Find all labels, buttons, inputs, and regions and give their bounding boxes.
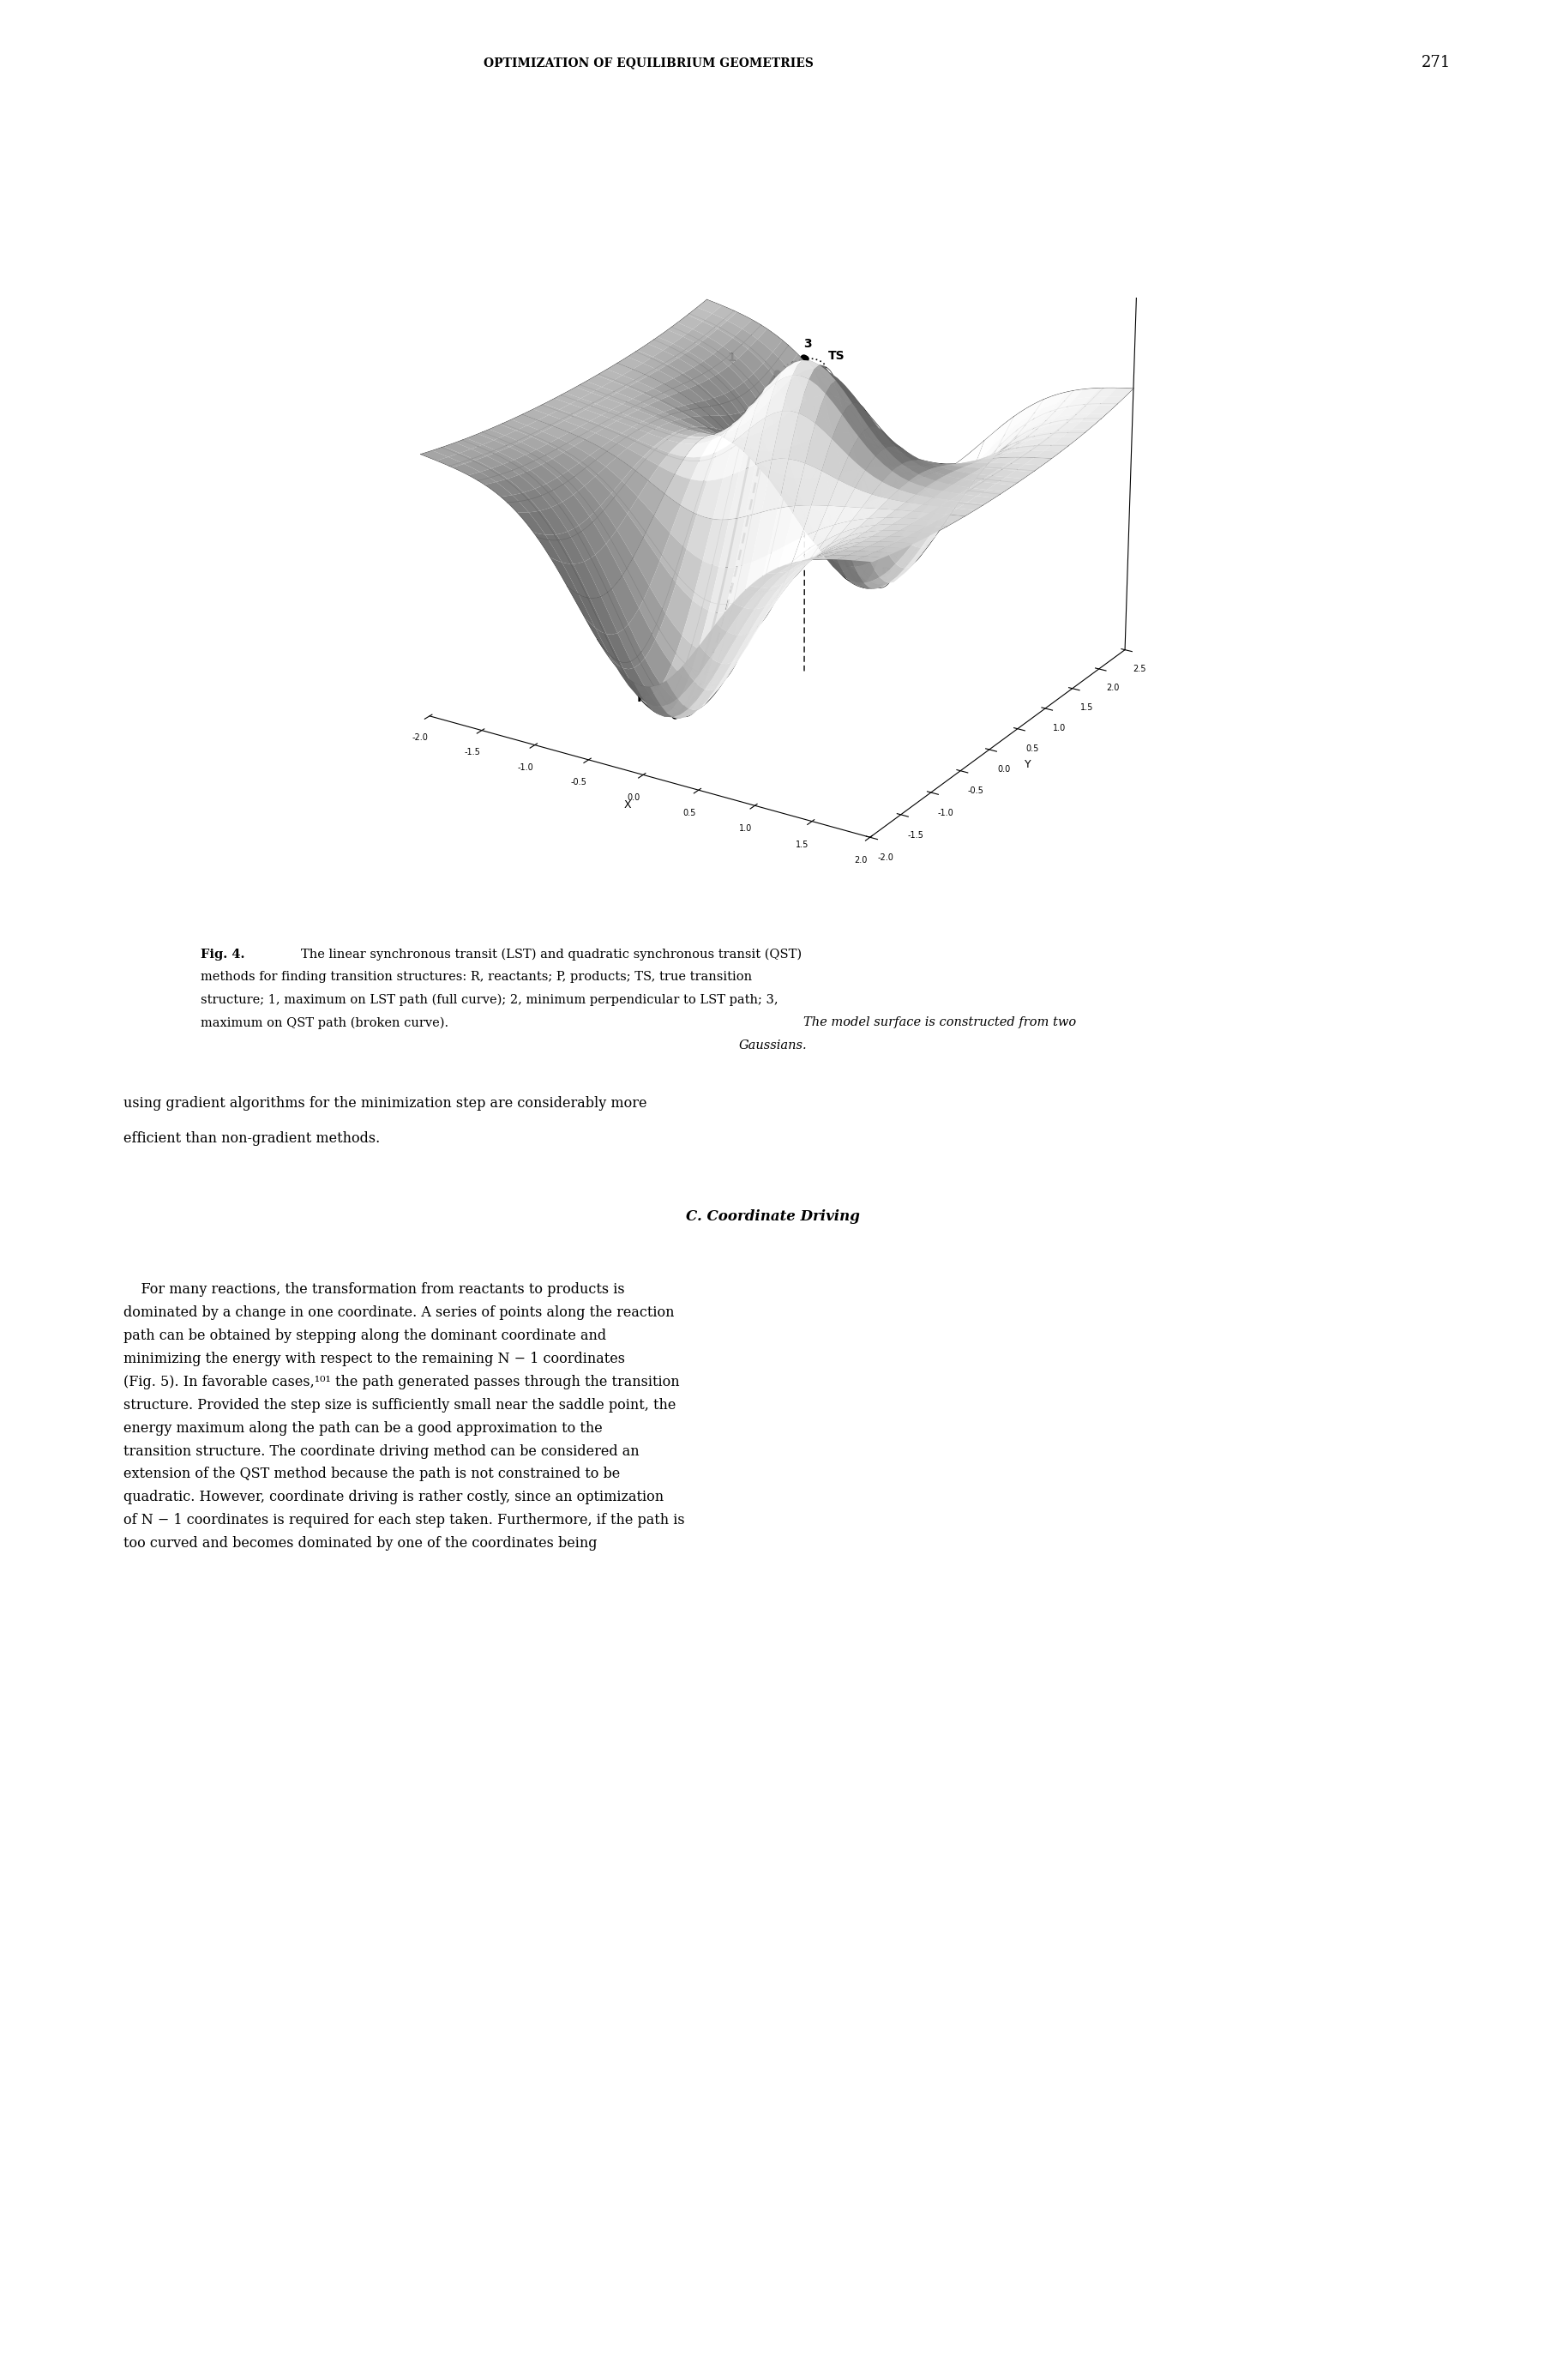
Text: extension of the QST method because the path is not constrained to be: extension of the QST method because the … xyxy=(124,1466,620,1483)
Text: structure; 1, maximum on LST path (full curve); 2, minimum perpendicular to LST : structure; 1, maximum on LST path (full … xyxy=(201,995,779,1007)
Text: path can be obtained by stepping along the dominant coordinate and: path can be obtained by stepping along t… xyxy=(124,1328,606,1342)
Text: 271: 271 xyxy=(1421,55,1451,71)
Y-axis label: Y: Y xyxy=(1024,759,1031,771)
Text: minimizing the energy with respect to the remaining N − 1 coordinates: minimizing the energy with respect to th… xyxy=(124,1352,626,1366)
Text: energy maximum along the path can be a good approximation to the: energy maximum along the path can be a g… xyxy=(124,1421,603,1435)
Text: maximum on QST path (broken curve).: maximum on QST path (broken curve). xyxy=(201,1016,448,1028)
Text: efficient than non-gradient methods.: efficient than non-gradient methods. xyxy=(124,1130,380,1145)
Text: The linear synchronous transit (LST) and quadratic synchronous transit (QST): The linear synchronous transit (LST) and… xyxy=(301,950,802,962)
Text: dominated by a change in one coordinate. A series of points along the reaction: dominated by a change in one coordinate.… xyxy=(124,1304,675,1321)
Text: methods for finding transition structures: R, reactants; P, products; TS, true t: methods for finding transition structure… xyxy=(201,971,752,983)
X-axis label: X: X xyxy=(624,800,630,812)
Text: using gradient algorithms for the minimization step are considerably more: using gradient algorithms for the minimi… xyxy=(124,1095,647,1111)
Text: Gaussians.: Gaussians. xyxy=(739,1040,806,1052)
Text: OPTIMIZATION OF EQUILIBRIUM GEOMETRIES: OPTIMIZATION OF EQUILIBRIUM GEOMETRIES xyxy=(484,57,814,69)
Text: too curved and becomes dominated by one of the coordinates being: too curved and becomes dominated by one … xyxy=(124,1537,598,1552)
Text: transition structure. The coordinate driving method can be considered an: transition structure. The coordinate dri… xyxy=(124,1445,640,1459)
Text: Fig. 4.: Fig. 4. xyxy=(201,950,246,962)
Text: of N − 1 coordinates is required for each step taken. Furthermore, if the path i: of N − 1 coordinates is required for eac… xyxy=(124,1514,684,1528)
Text: C. Coordinate Driving: C. Coordinate Driving xyxy=(686,1209,859,1223)
Text: The model surface is constructed from two: The model surface is constructed from tw… xyxy=(803,1016,1077,1028)
Text: (Fig. 5). In favorable cases,¹⁰¹ the path generated passes through the transitio: (Fig. 5). In favorable cases,¹⁰¹ the pat… xyxy=(124,1376,680,1390)
Text: structure. Provided the step size is sufficiently small near the saddle point, t: structure. Provided the step size is suf… xyxy=(124,1397,677,1411)
Text: For many reactions, the transformation from reactants to products is: For many reactions, the transformation f… xyxy=(124,1283,624,1297)
Text: quadratic. However, coordinate driving is rather costly, since an optimization: quadratic. However, coordinate driving i… xyxy=(124,1490,664,1504)
